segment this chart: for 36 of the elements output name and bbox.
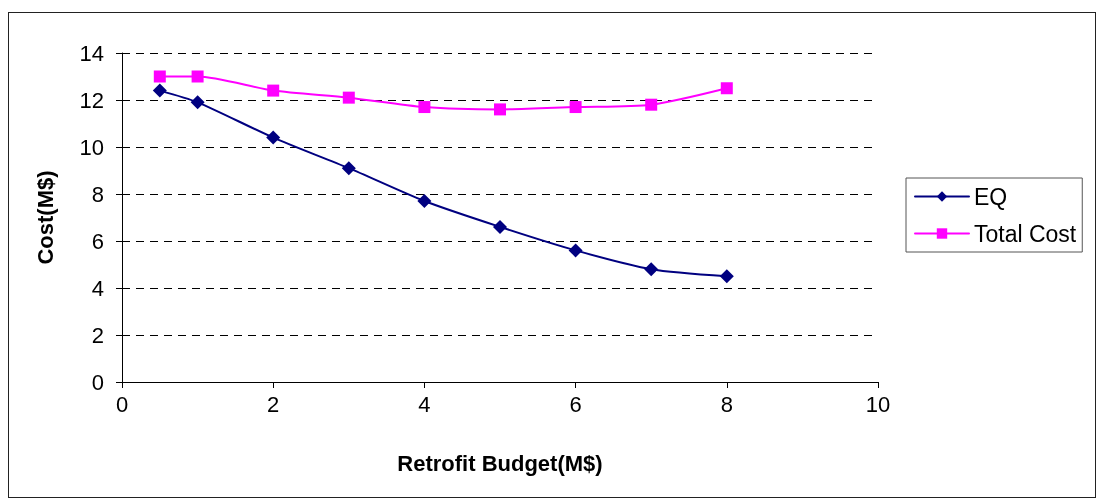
y-axis-title: Cost(M$) bbox=[32, 170, 58, 265]
y-tick-label: 6 bbox=[91, 228, 104, 254]
x-tick-label: 2 bbox=[267, 391, 280, 417]
point bbox=[417, 194, 432, 209]
point bbox=[191, 70, 204, 83]
y-tick-label: 0 bbox=[91, 369, 104, 395]
legend-label: Total Cost bbox=[974, 220, 1077, 247]
y-tick-label: 8 bbox=[91, 181, 104, 207]
x-tick-label: 4 bbox=[418, 391, 431, 417]
point bbox=[153, 70, 166, 83]
point bbox=[493, 219, 507, 234]
y-tick-label: 12 bbox=[79, 87, 104, 113]
point bbox=[266, 130, 281, 145]
legend-label: EQ bbox=[974, 183, 1008, 210]
point bbox=[719, 269, 734, 284]
point bbox=[720, 82, 733, 95]
x-tick-label: 0 bbox=[115, 391, 129, 417]
x-tick-label: 6 bbox=[569, 391, 582, 417]
point bbox=[644, 262, 659, 277]
point bbox=[494, 103, 506, 116]
point bbox=[190, 95, 205, 110]
point bbox=[152, 83, 167, 98]
y-tick-label: 10 bbox=[79, 134, 104, 160]
point bbox=[341, 161, 356, 176]
point bbox=[342, 91, 355, 104]
y-tick-label: 4 bbox=[91, 275, 104, 301]
y-tick-label: 14 bbox=[79, 40, 104, 66]
point bbox=[418, 101, 431, 114]
x-axis-title: Retrofit Budget(M$) bbox=[397, 450, 603, 476]
point bbox=[568, 243, 583, 258]
point bbox=[645, 98, 658, 111]
point bbox=[569, 101, 582, 114]
y-tick-label: 2 bbox=[91, 322, 104, 348]
x-tick-label: 10 bbox=[865, 391, 891, 417]
x-tick-label: 8 bbox=[720, 391, 733, 417]
point bbox=[267, 84, 280, 97]
